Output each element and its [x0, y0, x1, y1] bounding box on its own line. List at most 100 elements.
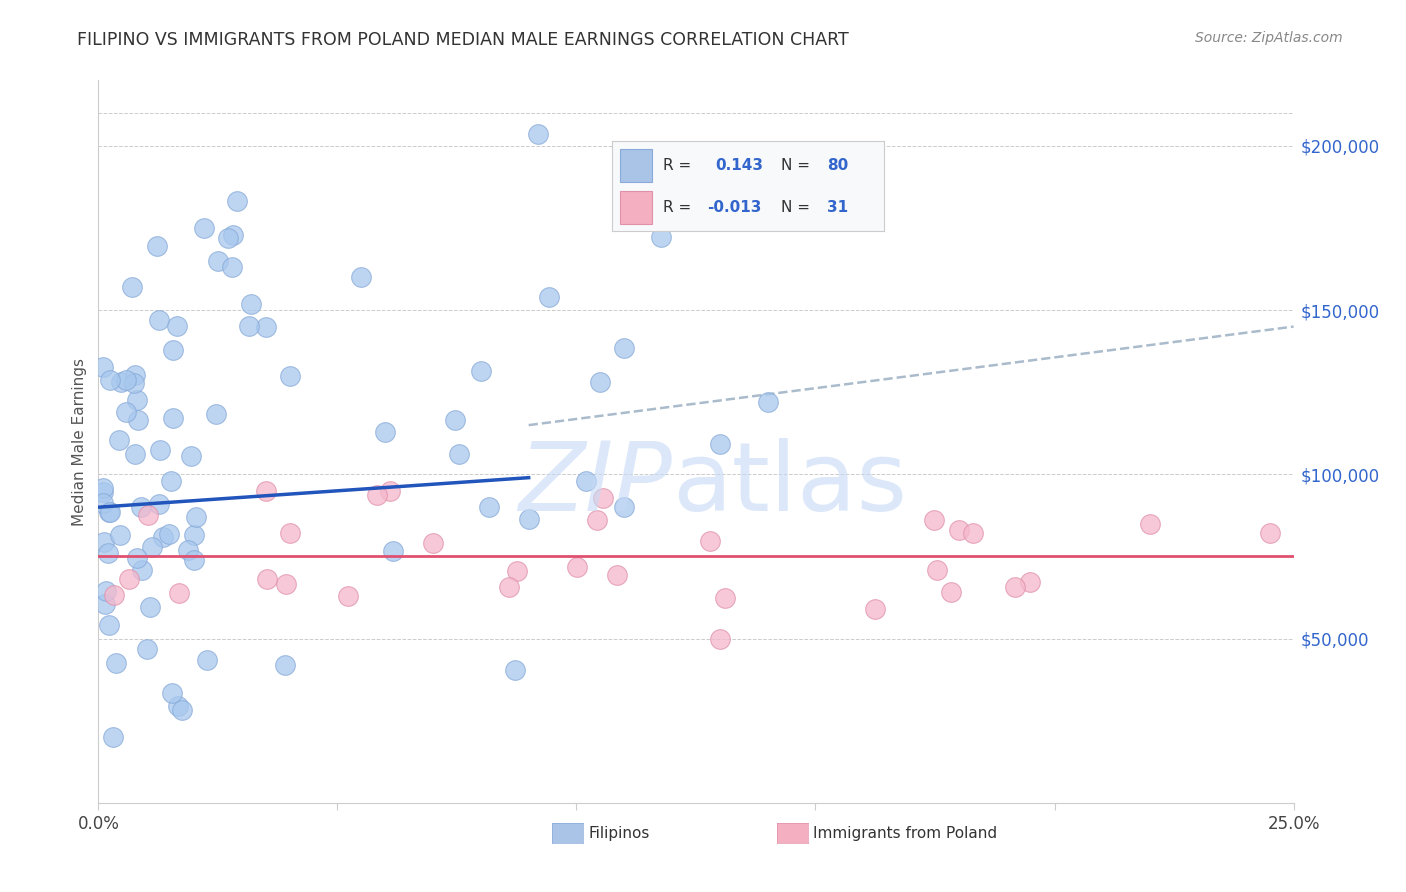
Point — [129, 500, 152, 514]
Point — [478, 500, 501, 514]
Point — [91, 481, 114, 495]
Point — [160, 474, 183, 488]
Point — [97, 546, 120, 560]
Point — [337, 589, 360, 603]
Text: 31: 31 — [827, 200, 848, 215]
Text: N =: N = — [780, 158, 810, 173]
Point — [699, 533, 721, 548]
Text: -0.013: -0.013 — [707, 200, 761, 215]
Point — [115, 373, 138, 387]
Point — [350, 270, 373, 285]
Point — [146, 238, 169, 252]
Point — [1019, 575, 1042, 590]
Point — [207, 253, 229, 268]
Text: 0.143: 0.143 — [716, 158, 763, 173]
Point — [240, 296, 263, 310]
Point — [135, 641, 157, 656]
Point — [589, 376, 612, 390]
Point — [160, 686, 183, 700]
Point — [650, 229, 672, 244]
Point — [94, 598, 117, 612]
Point — [152, 530, 174, 544]
Point — [91, 485, 114, 500]
Point — [274, 657, 297, 672]
Point — [148, 497, 170, 511]
Point — [217, 231, 239, 245]
Point — [1258, 526, 1281, 541]
Point — [1004, 580, 1026, 594]
Point — [180, 449, 202, 463]
Point — [221, 228, 243, 243]
Text: N =: N = — [780, 200, 810, 215]
Point — [124, 447, 146, 461]
Point — [538, 290, 561, 304]
Point — [107, 433, 129, 447]
Text: 80: 80 — [827, 158, 848, 173]
Point — [110, 375, 132, 389]
Point — [498, 580, 520, 594]
Point — [278, 369, 301, 384]
Text: Immigrants from Poland: Immigrants from Poland — [813, 826, 997, 840]
Point — [366, 488, 388, 502]
Point — [94, 583, 117, 598]
Point — [256, 572, 278, 586]
Point — [98, 505, 121, 519]
Point — [254, 483, 277, 498]
Point — [613, 341, 636, 355]
Point — [166, 319, 188, 334]
Point — [941, 584, 963, 599]
Point — [98, 373, 121, 387]
Point — [193, 221, 215, 235]
Text: R =: R = — [664, 158, 696, 173]
Point — [186, 509, 208, 524]
Point — [380, 483, 402, 498]
Point — [177, 542, 200, 557]
Point — [169, 586, 191, 600]
Point — [922, 513, 945, 527]
Point — [592, 491, 614, 505]
Point — [125, 550, 148, 565]
Point — [93, 534, 115, 549]
Point — [586, 513, 609, 527]
Point — [517, 512, 540, 526]
FancyBboxPatch shape — [620, 150, 652, 182]
Point — [238, 319, 260, 334]
Point — [254, 319, 277, 334]
Point — [121, 279, 143, 293]
Point — [205, 407, 228, 421]
Point — [444, 413, 467, 427]
Point — [97, 617, 120, 632]
Y-axis label: Median Male Earnings: Median Male Earnings — [72, 358, 87, 525]
Point — [503, 663, 526, 677]
Point — [927, 563, 949, 577]
Point — [149, 443, 172, 458]
Point — [565, 559, 588, 574]
Point — [962, 526, 984, 541]
Point — [575, 474, 598, 488]
Point — [127, 392, 149, 407]
Point — [103, 589, 125, 603]
Point — [139, 600, 162, 615]
Point — [422, 536, 444, 550]
Point — [221, 260, 243, 275]
Point — [91, 496, 114, 510]
Point — [948, 523, 970, 537]
Point — [141, 540, 163, 554]
Point — [157, 527, 180, 541]
Point — [114, 405, 136, 419]
Point — [136, 508, 159, 522]
Text: Source: ZipAtlas.com: Source: ZipAtlas.com — [1195, 31, 1343, 45]
Point — [470, 364, 492, 378]
Point — [118, 572, 141, 586]
Point — [166, 698, 188, 713]
Point — [162, 343, 184, 357]
Point — [714, 591, 737, 605]
Point — [124, 368, 146, 383]
Point — [183, 528, 205, 542]
Point — [91, 359, 114, 374]
Point — [108, 528, 131, 542]
Point — [98, 505, 121, 519]
Point — [613, 500, 636, 515]
Point — [148, 312, 170, 326]
Point — [101, 730, 124, 744]
